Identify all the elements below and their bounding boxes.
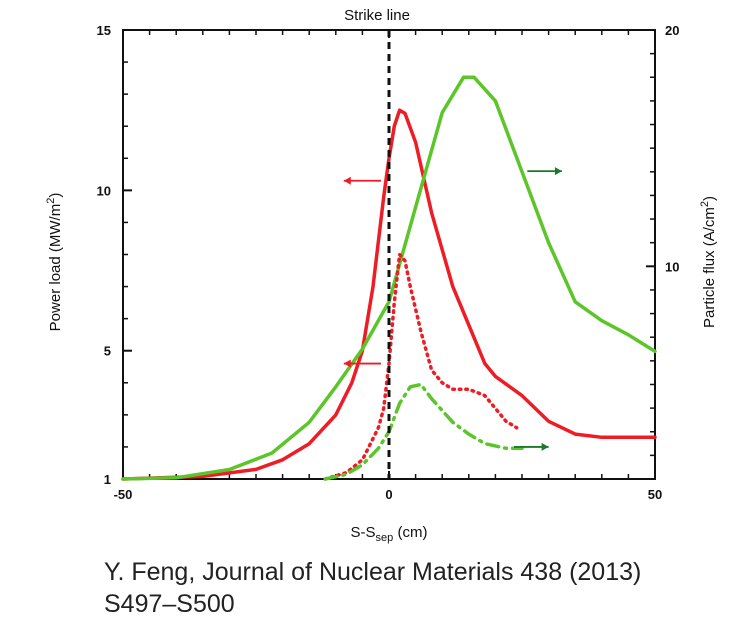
y-left-tick-label: 1 (104, 472, 111, 487)
y-left-tick-label: 5 (104, 344, 111, 359)
arrow-head (554, 167, 562, 176)
citation: Y. Feng, Journal of Nuclear Materials 43… (104, 556, 755, 620)
series-lines (121, 75, 657, 481)
citation-line-1: Y. Feng, Journal of Nuclear Materials 43… (104, 558, 642, 586)
arrow-head (541, 442, 549, 451)
series-line-1 (121, 75, 657, 481)
arrow-head (343, 359, 351, 368)
plot-frame (122, 29, 656, 480)
series-line-2 (323, 252, 519, 481)
x-tick-label: -50 (114, 487, 133, 502)
y-left-axis-title: Power load (MW/m2) (45, 193, 64, 332)
x-tick-label: 0 (385, 487, 392, 502)
chart-title: Strike line (344, 7, 410, 24)
y-left-tick-label: 10 (97, 183, 111, 198)
series-line-0 (121, 108, 657, 481)
series-arrows (343, 167, 562, 451)
y-right-tick-label: 20 (665, 23, 679, 38)
x-axis-title: S-Ssep (cm) (351, 524, 428, 544)
series-line-3 (323, 382, 524, 481)
y-right-axis-title: Particle flux (A/cm2) (699, 196, 718, 328)
y-right-tick-label: 10 (665, 259, 679, 274)
arrow-head (343, 176, 351, 185)
citation-line-2: S497–S500 (104, 590, 235, 618)
y-left-tick-label: 15 (97, 23, 111, 38)
x-tick-label: 50 (648, 487, 662, 502)
